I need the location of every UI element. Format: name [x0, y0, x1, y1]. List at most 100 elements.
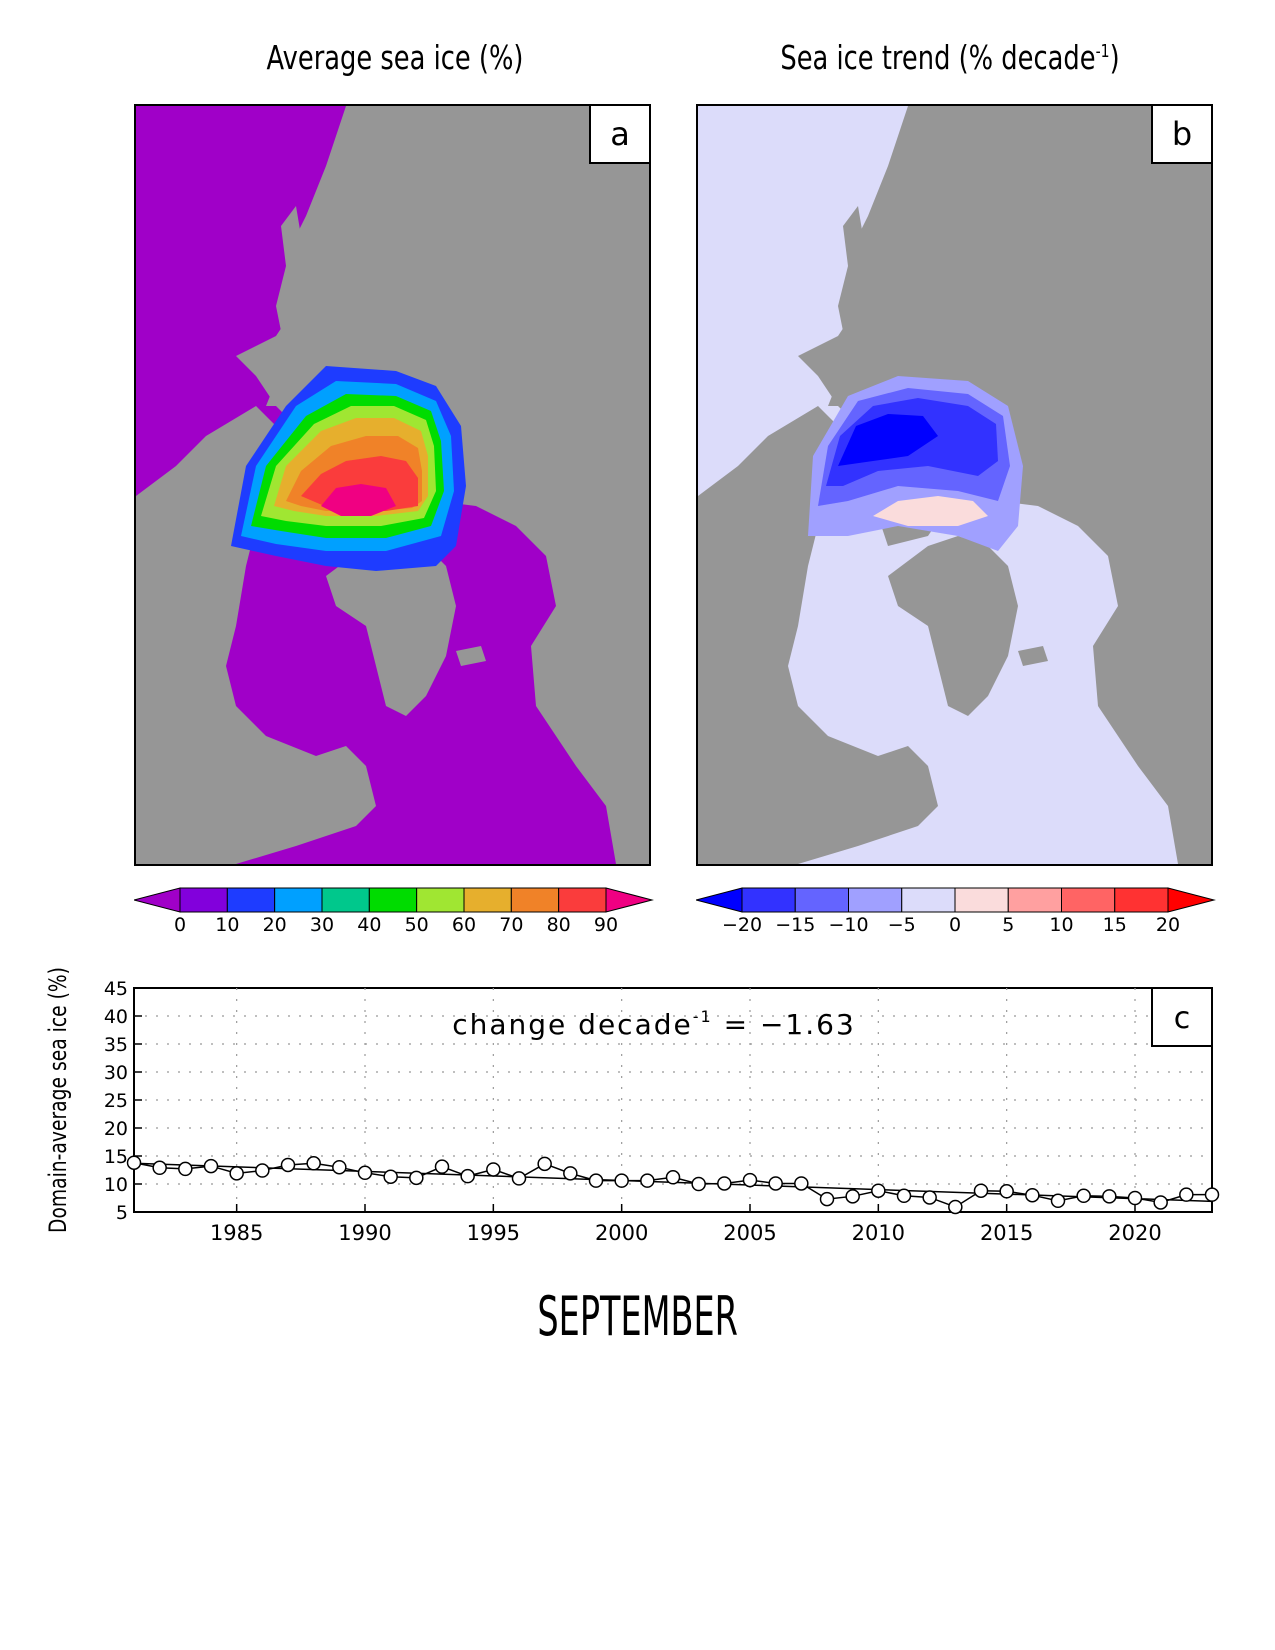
colorbar-average-sea-ice: 0 10 20 30 40 50 60 70 80 90: [134, 887, 654, 934]
data-point: [511, 1171, 527, 1186]
trend-field: [808, 376, 1023, 551]
colorbar-b-cell: [848, 887, 903, 913]
colorbar-b-tick-label: −10: [828, 914, 868, 934]
data-point: [896, 1188, 912, 1204]
colorbar-sea-ice-trend: −20 −15 −10 −5 0 5 10 15 20: [696, 887, 1216, 934]
panel-b-title: Sea ice trend (% decade-1): [780, 38, 1120, 77]
y-tick-label: 40: [104, 1006, 128, 1028]
x-tick-label: 2015: [980, 1221, 1033, 1245]
data-point: [126, 1155, 142, 1170]
data-point: [255, 1163, 270, 1178]
x-tick-label: 2005: [723, 1221, 776, 1245]
x-tick-label: 2020: [1108, 1221, 1161, 1245]
data-point: [1076, 1188, 1091, 1204]
data-point: [922, 1190, 937, 1205]
data-point: [152, 1160, 167, 1176]
colorbar-b-cell: [741, 887, 796, 913]
colorbar-a-cell-over: [605, 887, 654, 913]
colorbar-a-tick-label: 50: [405, 914, 429, 934]
sea-ice-concentration: [231, 366, 466, 571]
colorbar-a-tick-label: 60: [452, 914, 476, 934]
x-tick-label: 1990: [338, 1221, 391, 1245]
data-point: [588, 1173, 604, 1188]
x-tick-labels: 1985 1990 1995 2000 2005 2010 2015 2020: [210, 1221, 1162, 1245]
land-iceland: [456, 646, 486, 666]
trend-band-minus20: [838, 414, 938, 466]
data-point: [999, 1184, 1014, 1199]
data-point: [1025, 1187, 1040, 1203]
domain-average-timeseries: 5 10 15 20 25 30 35 40 45 1985 1990 1995 2000 2005 20…: [45, 967, 1220, 1245]
average-sea-ice-map: a: [134, 104, 651, 866]
y-tick-labels: 5 10 15 20 25 30 35 40 45: [104, 978, 128, 1224]
panel-c-letter: c: [1174, 1001, 1191, 1036]
colorbar-b-tick-label: 15: [1103, 914, 1127, 934]
data-point: [409, 1170, 424, 1186]
data-point: [563, 1166, 578, 1181]
data-point: [280, 1157, 296, 1173]
trend-annotation: change decade-1 = −1.63: [452, 1007, 856, 1041]
series-points: [126, 1155, 1220, 1215]
data-point: [614, 1173, 629, 1188]
data-point: [1127, 1190, 1143, 1206]
data-point: [768, 1176, 783, 1191]
data-point: [1102, 1189, 1117, 1204]
x-tick-label: 2010: [852, 1221, 905, 1245]
land-scandinavia: [828, 206, 898, 406]
data-point: [332, 1159, 347, 1175]
data-point: [973, 1183, 989, 1198]
data-point: [717, 1176, 732, 1191]
colorbar-b-tick-label: 20: [1156, 914, 1180, 934]
y-tick-label: 5: [116, 1202, 128, 1224]
ice-band-max: [321, 484, 396, 516]
y-tick-label: 45: [104, 978, 128, 1000]
y-tick-label: 25: [104, 1090, 128, 1112]
colorbar-b-tick-label: 10: [1049, 914, 1073, 934]
data-point: [1050, 1193, 1066, 1209]
sea-ice-trend-map-graphic: [698, 106, 1211, 864]
colorbar-a-tick-label: 70: [499, 914, 523, 934]
land-greenland: [888, 536, 1018, 716]
y-tick-label: 10: [104, 1174, 128, 1196]
grid-lines: [134, 987, 1212, 1213]
colorbar-a-cell-under: [134, 887, 181, 913]
data-point: [640, 1173, 655, 1188]
data-point: [357, 1165, 373, 1181]
x-tick-label: 1995: [467, 1221, 520, 1245]
data-point: [306, 1156, 321, 1171]
colorbar-a-tick-label: 20: [263, 914, 287, 934]
land-iceland: [1018, 646, 1048, 666]
data-point: [1204, 1187, 1220, 1202]
panel-c-letter-box: [1151, 987, 1213, 1047]
y-tick-label: 20: [104, 1118, 128, 1140]
colorbar-a-cell: [416, 887, 465, 913]
panel-b-letter: b: [1151, 106, 1211, 164]
colorbar-b-cell: [901, 887, 956, 913]
data-point: [819, 1191, 835, 1207]
y-tick-label: 35: [104, 1034, 128, 1056]
colorbar-a-tick-labels: 0 10 20 30 40 50 60 70 80 90: [174, 914, 618, 934]
y-tick-label: 15: [104, 1146, 128, 1168]
colorbar-a-cell: [321, 887, 370, 913]
data-point: [845, 1189, 860, 1204]
colorbar-b-cell: [1007, 887, 1062, 913]
sea-ice-trend-map: b: [696, 104, 1213, 866]
colorbar-b-cell-over: [1167, 887, 1216, 913]
colorbar-a-tick-label: 0: [174, 914, 186, 934]
data-point: [742, 1172, 758, 1188]
land-north-america: [698, 406, 938, 864]
colorbar-b-cell: [794, 887, 849, 913]
colorbar-a-cell: [558, 887, 607, 913]
data-point: [948, 1199, 963, 1215]
colorbar-b-tick-label: 5: [1002, 914, 1014, 934]
land-scandinavia: [266, 206, 336, 406]
month-label: SEPTEMBER: [537, 1285, 738, 1348]
data-point: [871, 1183, 886, 1198]
colorbar-b-tick-label: −5: [888, 914, 916, 934]
trend-band-plus5: [873, 496, 988, 526]
colorbar-a-cell: [510, 887, 560, 913]
data-point: [1153, 1195, 1168, 1210]
colorbar-a-cell: [179, 887, 228, 913]
data-point: [460, 1168, 475, 1184]
data-point: [383, 1169, 398, 1184]
panel-a-title: Average sea ice (%): [266, 38, 524, 77]
